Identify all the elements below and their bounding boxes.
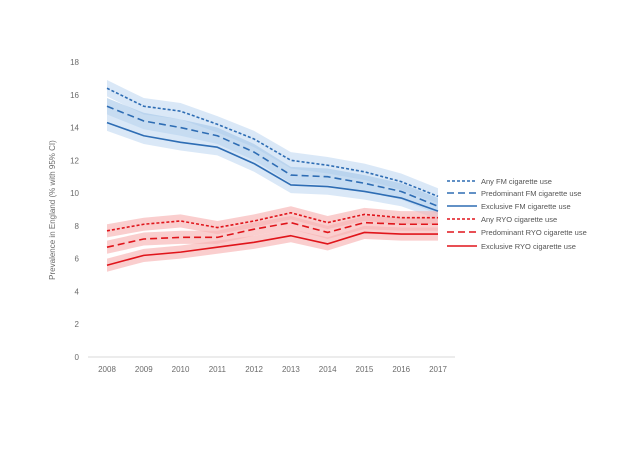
y-tick-label: 12 [70,156,79,165]
legend-label: Any RYO cigarette use [481,215,557,224]
series-line-3 [106,211,438,232]
y-tick-label: 10 [70,189,79,198]
x-tick-label: 2014 [319,365,337,374]
x-axis-ticks: 2008 2009 2010 2011 2012 2013 2014 2015 2016 2017 [98,365,447,374]
x-tick-label: 2012 [245,365,263,374]
series-line-2 [106,121,439,212]
ci-band-5 [107,225,438,272]
y-tick-label: 2 [75,320,80,329]
legend-label: Exclusive RYO cigarette use [481,242,576,251]
y-tick-label: 8 [75,222,80,231]
y-tick-label: 0 [75,353,80,362]
x-tick-label: 2011 [209,365,227,374]
y-tick-label: 18 [70,58,79,67]
series-lines [106,87,439,266]
x-tick-label: 2017 [429,365,447,374]
series-line-4 [106,221,438,248]
x-tick-label: 2013 [282,365,300,374]
legend: Any FM cigarette use Predominant FM cigar… [447,177,587,251]
y-axis-title: Prevalence in England (% with 95% CI) [48,140,57,280]
ci-bands [107,80,438,272]
ci-band-4 [107,216,438,254]
y-tick-label: 16 [70,91,79,100]
y-tick-label: 4 [75,287,80,296]
ci-band-2 [107,114,438,220]
y-axis-ticks: 0 2 4 6 8 10 12 14 16 18 [70,58,79,362]
legend-label: Predominant FM cigarette use [481,189,581,198]
x-tick-label: 2010 [172,365,190,374]
legend-label: Any FM cigarette use [481,177,552,186]
y-tick-label: 14 [70,124,79,133]
series-line-0 [106,87,439,198]
series-line-1 [106,105,439,207]
x-tick-label: 2015 [356,365,374,374]
legend-label: Exclusive FM cigarette use [481,202,571,211]
legend-label: Predominant RYO cigarette use [481,228,587,237]
x-tick-label: 2016 [392,365,410,374]
series-line-5 [106,231,438,266]
y-tick-label: 6 [75,255,80,264]
x-tick-label: 2009 [135,365,153,374]
x-tick-label: 2008 [98,365,116,374]
